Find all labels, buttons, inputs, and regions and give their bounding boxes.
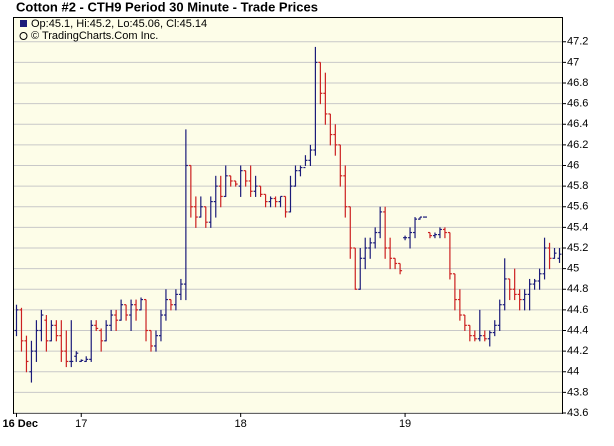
copyright: © TradingCharts.Com Inc.	[31, 30, 158, 42]
y-tick-label: 45.8	[567, 180, 588, 192]
x-tick-label: 16 Dec	[2, 418, 37, 430]
y-tick-label: 45.4	[567, 221, 588, 233]
x-tick-label: 19	[399, 418, 411, 430]
legend-swatch	[20, 20, 27, 27]
y-tick-label: 45.2	[567, 242, 588, 254]
plot-area	[13, 17, 563, 414]
y-tick-label: 46	[567, 159, 579, 171]
y-tick-label: 43.8	[567, 386, 588, 398]
y-tick-label: 44.6	[567, 304, 588, 316]
y-tick-label: 44.2	[567, 345, 588, 357]
y-tick-label: 45.6	[567, 201, 588, 213]
y-tick-label: 46.4	[567, 118, 588, 130]
legend-text: Op:45.1, Hi:45.2, Lo:45.06, Cl:45.14	[31, 18, 207, 30]
y-tick-label: 46.6	[567, 98, 588, 110]
y-tick-label: 46.2	[567, 139, 588, 151]
y-tick-label: 47.2	[567, 36, 588, 48]
y-tick-label: 47	[567, 56, 579, 68]
copyright-icon	[19, 32, 28, 40]
y-tick-label: 44	[567, 366, 579, 378]
x-tick-label: 17	[75, 418, 87, 430]
chart-title: Cotton #2 - CTH9 Period 30 Minute - Trad…	[16, 0, 318, 14]
y-tick-label: 44.4	[567, 324, 588, 336]
y-tick-label: 45	[567, 263, 579, 275]
x-tick-label: 18	[235, 418, 247, 430]
y-tick-label: 43.6	[567, 407, 588, 419]
y-tick-label: 46.8	[567, 77, 588, 89]
marks	[14, 46, 562, 383]
grid	[14, 41, 566, 417]
y-tick-label: 44.8	[567, 283, 588, 295]
